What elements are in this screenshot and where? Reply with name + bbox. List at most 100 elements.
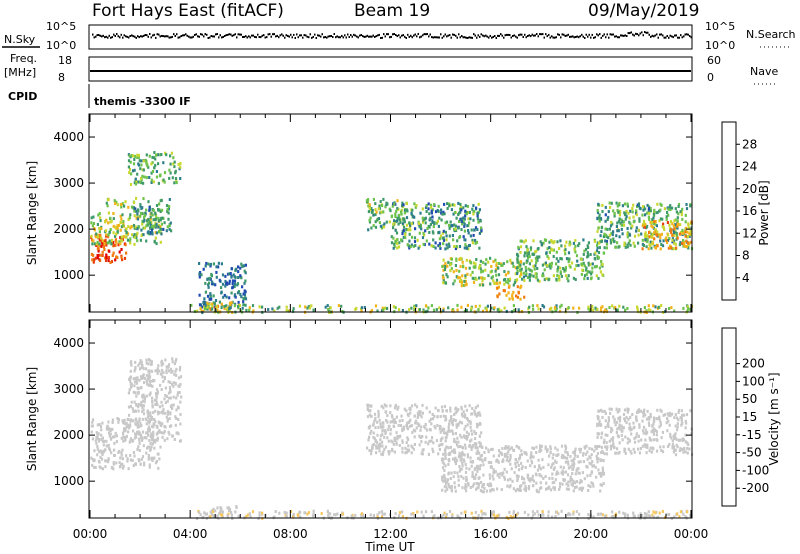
- heatmap-cell: [679, 447, 682, 451]
- noise-point: [656, 33, 658, 36]
- heatmap-cell: [146, 415, 150, 419]
- heatmap-cell: [611, 439, 614, 443]
- heatmap-cell: [598, 409, 601, 413]
- heatmap-cell: [214, 509, 217, 513]
- noise-point: [122, 36, 124, 39]
- heatmap-cell: [684, 426, 687, 430]
- heatmap-cell: [107, 241, 110, 245]
- noise-point: [270, 35, 272, 38]
- colorbar-tick-label: 16: [742, 204, 757, 218]
- x-tick-label: 20:00: [574, 527, 609, 541]
- heatmap-cell: [165, 365, 168, 369]
- heatmap-cell: [688, 232, 691, 236]
- heatmap-cell: [132, 410, 135, 413]
- heatmap-cell: [123, 418, 126, 422]
- noise-point: [501, 34, 503, 37]
- heatmap-cell: [169, 411, 172, 415]
- heatmap-cell: [597, 276, 600, 280]
- heatmap-cell: [546, 247, 549, 251]
- heatmap-cell: [630, 432, 633, 436]
- heatmap-cell: [487, 260, 490, 264]
- heatmap-cell: [124, 200, 127, 204]
- heatmap-cell: [626, 202, 629, 206]
- heatmap-cell: [376, 309, 379, 313]
- heatmap-cell: [90, 430, 93, 434]
- heatmap-cell: [382, 425, 385, 429]
- heatmap-cell: [379, 442, 382, 446]
- heatmap-cell: [632, 511, 635, 515]
- heatmap-cell: [483, 451, 486, 454]
- heatmap-cell: [464, 266, 468, 270]
- heatmap-cell: [690, 240, 693, 244]
- heatmap-cell: [312, 512, 315, 516]
- heatmap-cell: [483, 277, 486, 281]
- heatmap-cell: [470, 228, 473, 232]
- heatmap-cell: [422, 231, 425, 235]
- colorbar-tick-label: 4: [742, 271, 750, 285]
- heatmap-cell: [627, 447, 630, 451]
- heatmap-cell: [609, 447, 613, 451]
- heatmap-cell: [142, 393, 145, 397]
- heatmap-cell: [165, 204, 169, 208]
- heatmap-cell: [244, 290, 247, 294]
- heatmap-cell: [616, 241, 619, 245]
- heatmap-cell: [354, 513, 357, 517]
- heatmap-cell: [372, 197, 375, 201]
- heatmap-cell: [367, 438, 370, 442]
- heatmap-cell: [140, 424, 143, 428]
- heatmap-cell: [532, 264, 535, 268]
- heatmap-cell: [626, 204, 629, 208]
- heatmap-cell: [667, 419, 670, 423]
- heatmap-cell: [228, 272, 231, 276]
- heatmap-cell: [662, 222, 665, 226]
- heatmap-cell: [590, 453, 593, 457]
- heatmap-cell: [425, 406, 428, 410]
- heatmap-cell: [495, 458, 498, 462]
- heatmap-cell: [508, 510, 511, 514]
- y-tick-label: 2000: [53, 428, 84, 442]
- heatmap-cell: [651, 242, 654, 246]
- heatmap-cell: [519, 260, 522, 263]
- heatmap-cell: [684, 245, 687, 248]
- noise-point: [227, 33, 229, 36]
- heatmap-cell: [153, 151, 156, 154]
- heatmap-cell: [155, 388, 159, 392]
- noise-point: [635, 32, 637, 35]
- heatmap-cell: [383, 447, 386, 451]
- heatmap-cell: [535, 445, 538, 449]
- heatmap-cell: [135, 394, 138, 398]
- noise-point: [108, 34, 110, 37]
- heatmap-cell: [674, 413, 677, 417]
- heatmap-cell: [178, 439, 182, 443]
- heatmap-cell: [605, 452, 608, 456]
- noise-point: [546, 35, 548, 38]
- heatmap-cell: [471, 471, 474, 475]
- heatmap-cell: [517, 261, 520, 265]
- heatmap-cell: [396, 238, 399, 241]
- heatmap-cell: [540, 243, 543, 247]
- noise-point: [390, 35, 392, 38]
- heatmap-cell: [137, 405, 140, 409]
- heatmap-cell: [449, 418, 452, 422]
- heatmap-cell: [605, 242, 609, 246]
- noise-point: [629, 32, 631, 35]
- heatmap-cell: [392, 236, 395, 240]
- heatmap-cell: [538, 449, 541, 453]
- heatmap-cell: [441, 427, 445, 431]
- heatmap-cell: [660, 436, 663, 440]
- heatmap-cell: [121, 466, 125, 470]
- heatmap-cell: [389, 404, 392, 408]
- heatmap-cell: [119, 221, 122, 225]
- heatmap-cell: [380, 510, 384, 514]
- heatmap-cell: [660, 203, 663, 207]
- noise-point: [500, 33, 502, 36]
- heatmap-cell: [239, 274, 242, 278]
- noise-point: [360, 34, 362, 36]
- heatmap-cell: [517, 468, 521, 472]
- heatmap-cell: [527, 487, 531, 491]
- heatmap-cell: [616, 447, 619, 451]
- heatmap-cell: [454, 419, 457, 422]
- heatmap-cell: [476, 451, 479, 455]
- heatmap-cell: [212, 282, 215, 286]
- heatmap-cell: [460, 257, 463, 261]
